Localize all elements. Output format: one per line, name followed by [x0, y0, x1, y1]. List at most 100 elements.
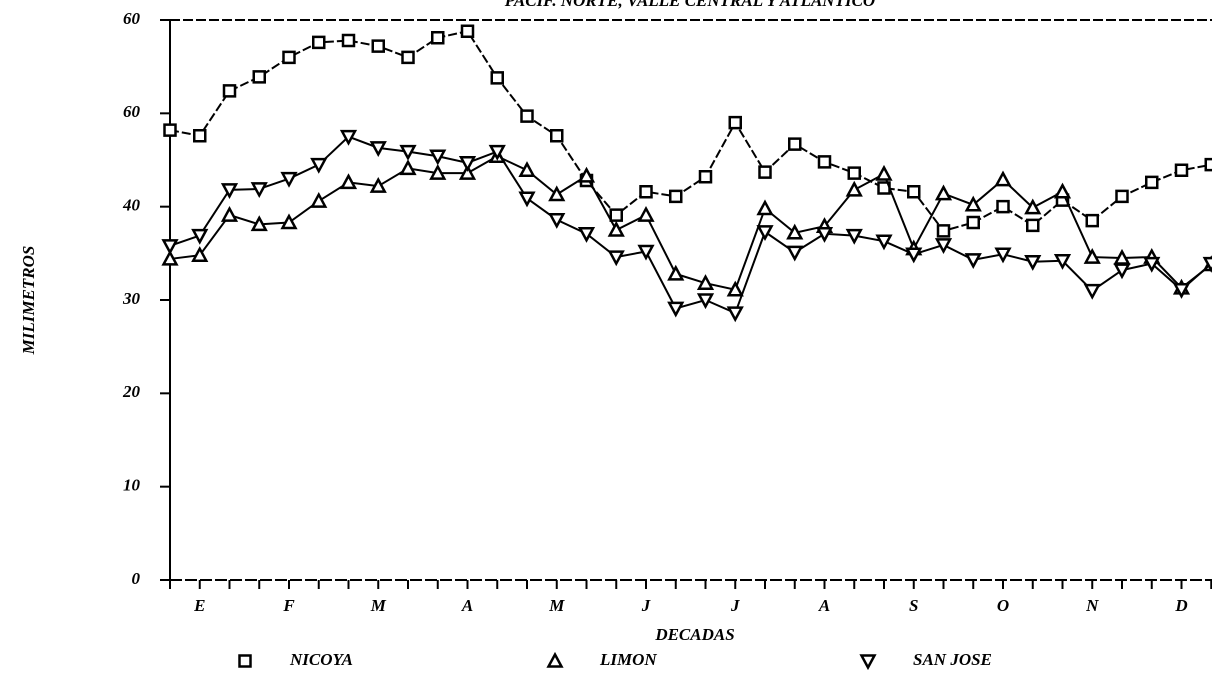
- x-tick-label: O: [997, 596, 1009, 615]
- point: [369, 177, 387, 193]
- point: [490, 71, 504, 85]
- point: [548, 212, 566, 229]
- point: [996, 199, 1010, 214]
- y-tick-label: 0: [132, 569, 141, 588]
- point: [1143, 256, 1161, 273]
- point: [847, 166, 861, 180]
- point: [250, 182, 268, 199]
- point: [696, 274, 715, 290]
- legend-label: SAN JOSE: [913, 650, 992, 669]
- point: [401, 50, 415, 65]
- point: [1024, 198, 1042, 215]
- y-tick-label: 60: [123, 102, 141, 121]
- point: [1172, 282, 1191, 299]
- point: [1053, 254, 1072, 270]
- series-line: [169, 155, 1212, 291]
- point: [550, 128, 564, 143]
- x-axis-label: DECADAS: [654, 625, 734, 644]
- point: [845, 228, 863, 245]
- point: [341, 33, 356, 48]
- point: [637, 244, 655, 261]
- x-tick-label: A: [818, 596, 830, 615]
- point: [191, 228, 209, 245]
- x-tick-label: S: [909, 596, 918, 615]
- point: [518, 161, 536, 178]
- x-tick-label: N: [1085, 596, 1099, 615]
- point: [429, 149, 447, 166]
- point: [728, 115, 742, 130]
- point: [607, 250, 625, 267]
- point: [220, 205, 239, 222]
- x-tick-label: M: [370, 596, 387, 615]
- point: [994, 170, 1012, 187]
- y-tick-label: 10: [123, 476, 141, 495]
- legend-marker: [859, 654, 877, 671]
- point: [161, 239, 179, 255]
- x-tick-label: J: [730, 596, 740, 615]
- point: [756, 199, 774, 216]
- point: [191, 246, 209, 262]
- point: [637, 205, 655, 222]
- point: [934, 238, 953, 255]
- x-tick-label: E: [193, 596, 205, 615]
- point: [161, 249, 179, 266]
- point: [786, 245, 804, 262]
- point: [310, 191, 328, 208]
- point: [371, 39, 385, 53]
- legend-label: LIMON: [599, 650, 657, 669]
- point: [460, 24, 475, 38]
- point: [877, 181, 891, 195]
- point: [282, 50, 296, 65]
- point: [548, 185, 566, 202]
- point: [399, 144, 417, 161]
- point: [1083, 283, 1101, 300]
- point: [964, 253, 982, 269]
- point: [1113, 248, 1131, 265]
- point: [518, 191, 536, 208]
- point: [758, 165, 772, 179]
- point: [964, 195, 982, 212]
- point: [667, 264, 685, 281]
- point: [669, 189, 683, 204]
- point: [1202, 256, 1212, 273]
- y-tick-label: 20: [122, 382, 141, 401]
- point: [607, 220, 625, 237]
- point: [429, 163, 447, 180]
- point: [252, 70, 266, 84]
- y-axis-label: MILIMETROS: [19, 246, 38, 356]
- point: [458, 156, 477, 172]
- legend-marker: [238, 654, 252, 668]
- point: [696, 293, 715, 310]
- point: [934, 184, 953, 201]
- point: [163, 123, 177, 137]
- point: [520, 109, 534, 123]
- point: [907, 184, 921, 199]
- series-line: [169, 135, 1212, 315]
- point: [786, 223, 804, 240]
- point: [756, 225, 774, 241]
- point: [1026, 218, 1040, 233]
- point: [458, 163, 477, 180]
- point: [698, 170, 713, 184]
- point: [250, 215, 268, 232]
- point: [1083, 247, 1101, 264]
- point: [726, 280, 744, 297]
- point: [875, 164, 893, 181]
- point: [577, 166, 596, 183]
- point: [667, 301, 685, 318]
- x-tick-label: M: [548, 596, 565, 615]
- point: [788, 137, 802, 151]
- point: [1113, 263, 1131, 280]
- point: [875, 234, 893, 251]
- point: [1145, 175, 1159, 190]
- point: [369, 141, 387, 157]
- point: [193, 128, 207, 143]
- point: [1174, 163, 1189, 178]
- point: [399, 159, 417, 176]
- y-tick-label: 30: [122, 289, 141, 308]
- point: [339, 129, 358, 146]
- point: [966, 215, 980, 230]
- x-tick-label: A: [461, 596, 473, 615]
- legend-label: NICOYA: [289, 650, 353, 669]
- point: [1053, 182, 1072, 199]
